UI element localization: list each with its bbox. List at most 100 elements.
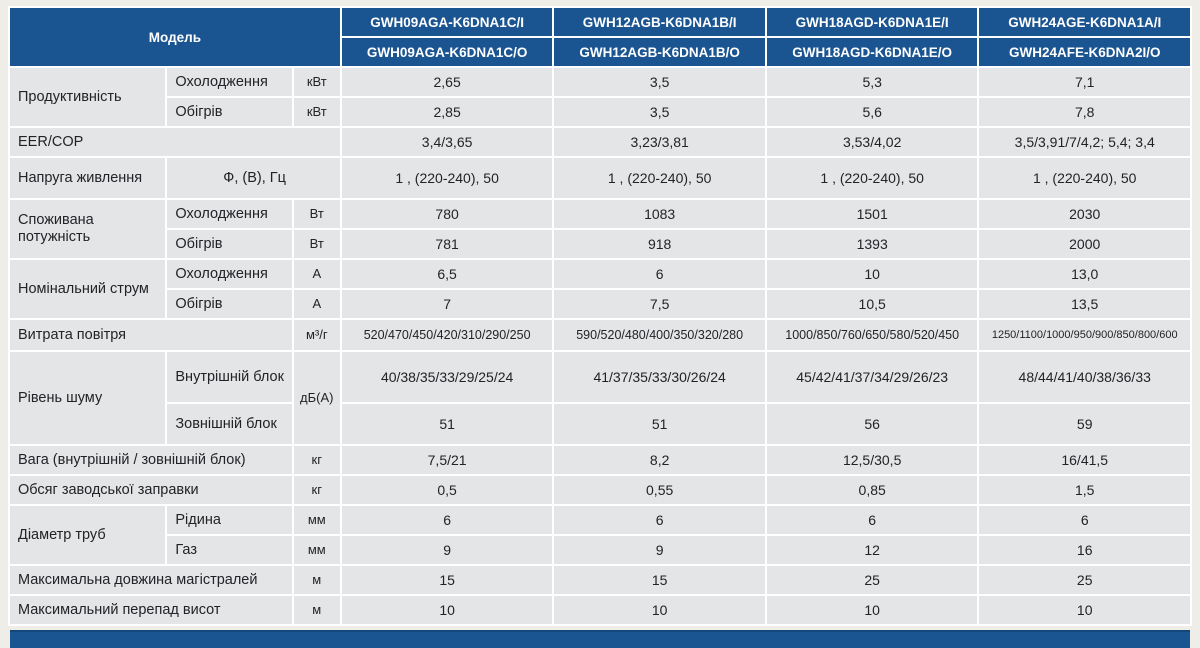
value-cell: 1 , (220-240), 50 xyxy=(979,158,1190,198)
value-cell: 1 , (220-240), 50 xyxy=(554,158,765,198)
table-row: Максимальний перепад висот м 10 10 10 10 xyxy=(10,596,1190,624)
row-label-cell: Діаметр труб xyxy=(10,506,166,564)
value-cell: 1501 xyxy=(766,200,978,228)
value-cell: 0,5 xyxy=(341,476,553,504)
value-cell: 7 xyxy=(341,290,553,318)
table-row: Зовнішній блок 51 51 56 59 xyxy=(10,404,1190,444)
table-row: Вага (внутрішній / зовнішній блок) кг 7,5/… xyxy=(10,446,1190,474)
value-cell: 7,5 xyxy=(554,290,765,318)
header-row-outdoor: GWH09AGA-K6DNA1C/O GWH12AGB-K6DNA1B/O GW… xyxy=(10,38,1190,66)
table-row: Продуктивність Охолодження кВт 2,65 3,5 5,3 7,… xyxy=(10,68,1190,126)
model-name-outdoor: GWH09AGA-K6DNA1C/O xyxy=(341,38,553,66)
model-header-cell: Модель xyxy=(10,8,340,66)
value-cell: 6 xyxy=(554,506,765,534)
value-cell: 13,5 xyxy=(979,290,1190,318)
value-cell: 51 xyxy=(554,404,765,444)
row-label-cell: Споживана потужність xyxy=(10,200,166,258)
value-cell: 40/38/35/33/29/25/24 xyxy=(341,352,553,402)
unit-cell: м³/г xyxy=(293,320,340,350)
row-label-cell: EER/COP xyxy=(10,128,340,156)
row-label-cell: Продуктивність xyxy=(10,68,166,126)
value-cell: 48/44/41/40/38/36/33 xyxy=(979,352,1190,402)
value-cell: 16/41,5 xyxy=(979,446,1190,474)
value-cell: 1 , (220-240), 50 xyxy=(766,158,978,198)
header-row-indoor: Модель GWH09AGA-K6DNA1C/I GWH12AGB-K6DNA… xyxy=(10,8,1190,66)
value-cell: 3,5 xyxy=(554,98,765,126)
value-cell: 780 xyxy=(341,200,553,228)
row-label-cell: Вага (внутрішній / зовнішній блок) xyxy=(10,446,292,474)
value-cell: 781 xyxy=(341,230,553,258)
row-label-cell: Обсяг заводської заправки xyxy=(10,476,292,504)
value-cell: 8,2 xyxy=(554,446,765,474)
value-cell: 6 xyxy=(554,260,765,288)
value-cell: 6 xyxy=(979,506,1190,534)
value-cell: 2030 xyxy=(979,200,1190,228)
sub-label-cell: Рідина xyxy=(167,506,292,534)
value-cell: 1083 xyxy=(554,200,765,228)
spec-table: Модель GWH09AGA-K6DNA1C/I GWH12AGB-K6DNA… xyxy=(8,6,1192,626)
value-cell: 1393 xyxy=(766,230,978,258)
model-name-indoor: GWH24AGE-K6DNA1A/I xyxy=(979,8,1190,36)
value-cell: 10 xyxy=(766,260,978,288)
unit-cell: А xyxy=(293,260,340,288)
value-cell: 9 xyxy=(554,536,765,564)
model-name-indoor: GWH09AGA-K6DNA1C/I xyxy=(341,8,553,36)
value-cell: 6 xyxy=(766,506,978,534)
table-header: Модель GWH09AGA-K6DNA1C/I GWH12AGB-K6DNA… xyxy=(10,8,1190,66)
row-label-cell: Максимальний перепад висот xyxy=(10,596,292,624)
value-cell: 2,85 xyxy=(341,98,553,126)
table-row: Газ мм 9 9 12 16 xyxy=(10,536,1190,564)
value-cell: 25 xyxy=(979,566,1190,594)
model-name-outdoor: GWH18AGD-K6DNA1E/O xyxy=(766,38,978,66)
value-cell: 45/42/41/37/34/29/26/23 xyxy=(766,352,978,402)
sub-label-cell: Охолодження xyxy=(167,260,292,288)
sub-label-cell: Охолодження xyxy=(167,200,292,228)
value-cell: 2,65 xyxy=(341,68,553,96)
table-row: Обігрів Вт 781 918 1393 2000 xyxy=(10,230,1190,258)
table-row: Рівень шуму Внутрішній блок дБ(А) 40/38/35/… xyxy=(10,352,1190,444)
value-cell: 3,5 xyxy=(554,68,765,96)
value-cell: 3,23/3,81 xyxy=(554,128,765,156)
value-cell: 3,53/4,02 xyxy=(766,128,978,156)
value-cell: 590/520/480/400/350/320/280 xyxy=(554,320,765,350)
table-row: Номінальний струм Охолодження А 6,5 6 10 13,0 xyxy=(10,260,1190,318)
sub-label-cell: Обігрів xyxy=(167,230,292,258)
value-cell: 10 xyxy=(341,596,553,624)
value-cell: 918 xyxy=(554,230,765,258)
unit-cell: м xyxy=(293,596,340,624)
table-row: Обсяг заводської заправки кг 0,5 0,55 0,85 1,… xyxy=(10,476,1190,504)
value-cell: 10 xyxy=(554,596,765,624)
value-cell: 59 xyxy=(979,404,1190,444)
value-cell: 10,5 xyxy=(766,290,978,318)
value-cell: 7,5/21 xyxy=(341,446,553,474)
table-row: Максимальна довжина магістралей м 15 15 25 25 xyxy=(10,566,1190,594)
unit-cell: м xyxy=(293,566,340,594)
value-cell: 3,5/3,91/7/4,2; 5,4; 3,4 xyxy=(979,128,1190,156)
value-cell: 10 xyxy=(766,596,978,624)
value-cell: 0,85 xyxy=(766,476,978,504)
value-cell: 5,6 xyxy=(766,98,978,126)
value-cell: 6,5 xyxy=(341,260,553,288)
value-cell: 7,8 xyxy=(979,98,1190,126)
value-cell: 2000 xyxy=(979,230,1190,258)
value-cell: 41/37/35/33/30/26/24 xyxy=(554,352,765,402)
model-name-outdoor: GWH24AFE-K6DNA2I/O xyxy=(979,38,1190,66)
value-cell: 51 xyxy=(341,404,553,444)
model-name-outdoor: GWH12AGB-K6DNA1B/O xyxy=(554,38,765,66)
value-cell: 25 xyxy=(766,566,978,594)
value-cell: 1,5 xyxy=(979,476,1190,504)
sub-label-cell: Ф, (В), Гц xyxy=(167,158,340,198)
unit-cell: мм xyxy=(293,506,340,534)
table-row: Обігрів кВт 2,85 3,5 5,6 7,8 xyxy=(10,98,1190,126)
table-row: Обігрів А 7 7,5 10,5 13,5 xyxy=(10,290,1190,318)
value-cell: 12,5/30,5 xyxy=(766,446,978,474)
unit-cell: кг xyxy=(293,476,340,504)
row-label-cell: Рівень шуму xyxy=(10,352,166,444)
sub-label-cell: Охолодження xyxy=(167,68,292,96)
value-cell: 1 , (220-240), 50 xyxy=(341,158,553,198)
sub-label-cell: Обігрів xyxy=(167,290,292,318)
row-label-cell: Витрата повітря xyxy=(10,320,292,350)
table-row: Витрата повітря м³/г 520/470/450/420/310/2… xyxy=(10,320,1190,350)
value-cell: 1000/850/760/650/580/520/450 xyxy=(766,320,978,350)
